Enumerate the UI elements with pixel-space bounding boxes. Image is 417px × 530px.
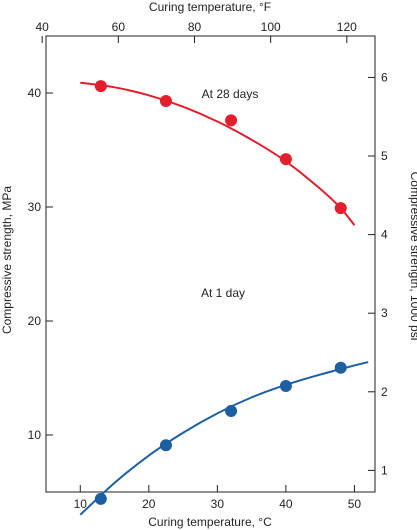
series-1-point: [159, 439, 172, 452]
x-axis-title: Curing temperature, °C: [148, 515, 272, 529]
y2-tick-label: 3: [381, 306, 388, 320]
x2-tick-label: 120: [337, 20, 357, 34]
y2-axis-title: Compressive strength, 1000 psi: [408, 172, 417, 341]
series-label-1-day: At 1 day: [201, 286, 245, 300]
x-tick-label: 10: [74, 497, 88, 511]
y2-tick-label: 2: [381, 385, 388, 399]
y-tick-label: 20: [28, 314, 42, 328]
y-tick-label: 10: [28, 428, 42, 442]
series-0-point: [225, 114, 238, 127]
series-0-curve: [80, 81, 356, 226]
x2-tick-label: 100: [261, 20, 281, 34]
y2-tick-label: 4: [381, 228, 388, 242]
y2-tick-label: 6: [381, 70, 388, 84]
series-1-point: [279, 379, 292, 392]
x-tick-label: 50: [348, 497, 362, 511]
x-tick-label: 20: [142, 497, 156, 511]
x-tick-label: 30: [211, 497, 225, 511]
y2-tick-label: 5: [381, 149, 388, 163]
x2-tick-label: 40: [36, 20, 50, 34]
series-1-point: [334, 361, 347, 374]
series-0-point: [334, 202, 347, 215]
plot-frame: [45, 35, 376, 493]
x2-axis-title: Curing temperature, °F: [149, 0, 271, 14]
axis-ticks: 10 20 30 40 50 40 60 80 100 120 10 20 30 40 1 2 3 4 5 6: [28, 20, 388, 511]
series-label-28-days: At 28 days: [202, 87, 259, 101]
series-1-point: [94, 492, 107, 505]
y-tick-label: 30: [28, 200, 42, 214]
x2-tick-label: 80: [188, 20, 202, 34]
x-tick-label: 40: [279, 497, 293, 511]
x2-tick-label: 60: [112, 20, 126, 34]
series-0-point: [94, 80, 107, 93]
y-tick-label: 40: [28, 86, 42, 100]
y-axis-title: Compressive strength, MPa: [0, 186, 14, 334]
y2-tick-label: 1: [381, 463, 388, 477]
series-0-point: [279, 153, 292, 166]
series-0-point: [159, 94, 172, 107]
data-points: [94, 80, 347, 505]
series-1-point: [225, 405, 238, 418]
